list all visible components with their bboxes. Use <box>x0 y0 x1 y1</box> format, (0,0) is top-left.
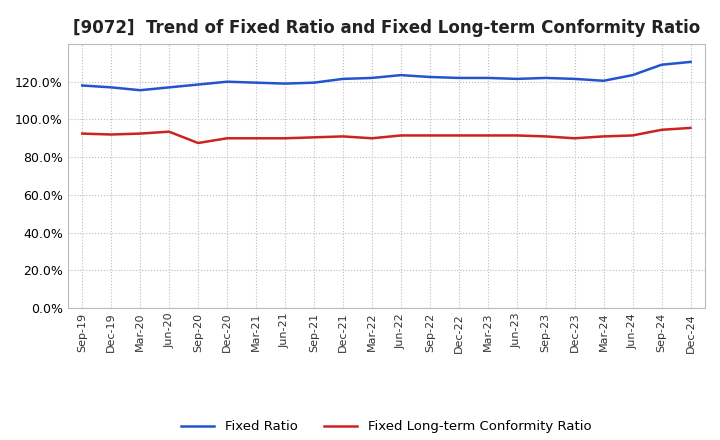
Fixed Ratio <box>629 73 637 78</box>
Line: Fixed Ratio: Fixed Ratio <box>82 62 690 90</box>
Fixed Ratio <box>513 76 521 81</box>
Fixed Ratio <box>194 82 202 87</box>
Fixed Ratio <box>454 75 463 81</box>
Line: Fixed Long-term Conformity Ratio: Fixed Long-term Conformity Ratio <box>82 128 690 143</box>
Fixed Ratio <box>686 59 695 65</box>
Fixed Ratio <box>222 79 231 84</box>
Fixed Long-term Conformity Ratio <box>599 134 608 139</box>
Fixed Long-term Conformity Ratio <box>368 136 377 141</box>
Fixed Long-term Conformity Ratio <box>426 133 434 138</box>
Fixed Long-term Conformity Ratio <box>454 133 463 138</box>
Fixed Ratio <box>599 78 608 84</box>
Fixed Ratio <box>107 85 115 90</box>
Fixed Long-term Conformity Ratio <box>338 134 347 139</box>
Fixed Ratio <box>281 81 289 86</box>
Fixed Ratio <box>78 83 86 88</box>
Fixed Ratio <box>541 75 550 81</box>
Fixed Long-term Conformity Ratio <box>310 135 318 140</box>
Fixed Ratio <box>483 75 492 81</box>
Fixed Long-term Conformity Ratio <box>222 136 231 141</box>
Fixed Long-term Conformity Ratio <box>570 136 579 141</box>
Fixed Ratio <box>397 73 405 78</box>
Fixed Ratio <box>338 76 347 81</box>
Fixed Long-term Conformity Ratio <box>629 133 637 138</box>
Fixed Long-term Conformity Ratio <box>483 133 492 138</box>
Fixed Ratio <box>310 80 318 85</box>
Fixed Long-term Conformity Ratio <box>194 140 202 146</box>
Fixed Ratio <box>252 80 261 85</box>
Fixed Ratio <box>426 74 434 80</box>
Fixed Long-term Conformity Ratio <box>397 133 405 138</box>
Title: [9072]  Trend of Fixed Ratio and Fixed Long-term Conformity Ratio: [9072] Trend of Fixed Ratio and Fixed Lo… <box>73 19 700 37</box>
Fixed Long-term Conformity Ratio <box>281 136 289 141</box>
Fixed Long-term Conformity Ratio <box>513 133 521 138</box>
Fixed Ratio <box>136 88 145 93</box>
Legend: Fixed Ratio, Fixed Long-term Conformity Ratio: Fixed Ratio, Fixed Long-term Conformity … <box>176 415 597 439</box>
Fixed Long-term Conformity Ratio <box>107 132 115 137</box>
Fixed Long-term Conformity Ratio <box>686 125 695 131</box>
Fixed Ratio <box>368 75 377 81</box>
Fixed Ratio <box>165 85 174 90</box>
Fixed Ratio <box>657 62 666 67</box>
Fixed Long-term Conformity Ratio <box>541 134 550 139</box>
Fixed Long-term Conformity Ratio <box>252 136 261 141</box>
Fixed Long-term Conformity Ratio <box>136 131 145 136</box>
Fixed Long-term Conformity Ratio <box>657 127 666 132</box>
Fixed Long-term Conformity Ratio <box>165 129 174 134</box>
Fixed Long-term Conformity Ratio <box>78 131 86 136</box>
Fixed Ratio <box>570 76 579 81</box>
